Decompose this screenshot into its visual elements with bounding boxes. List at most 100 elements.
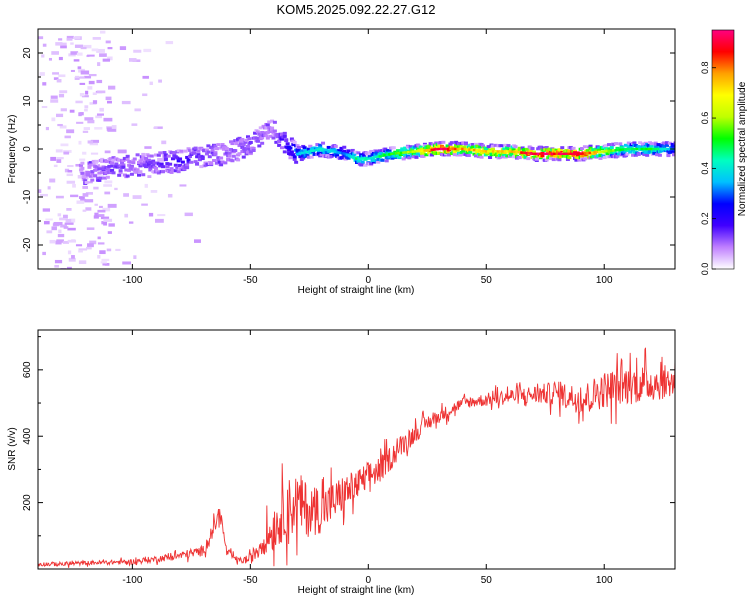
heatmap-noise-cell — [133, 49, 142, 53]
heatmap-cell — [597, 148, 602, 152]
heatmap-cell — [398, 153, 403, 157]
heatmap-ridge-cell — [546, 152, 550, 155]
heatmap-cell — [139, 162, 144, 166]
heatmap-ridge-cell — [609, 149, 614, 152]
heatmap-noise-cell — [144, 183, 148, 188]
heatmap-cell — [500, 155, 505, 159]
heatmap-cell — [517, 156, 522, 160]
heatmap-cell — [655, 145, 660, 149]
heatmap-ridge-cell — [312, 149, 317, 152]
heatmap-noise-cell — [96, 79, 103, 84]
x-tick-label: -50 — [243, 275, 258, 286]
heatmap-cell — [551, 158, 556, 162]
heatmap-cell — [118, 164, 123, 168]
heatmap-ridge-cell — [409, 150, 413, 154]
heatmap-ridge-cell — [513, 150, 517, 154]
heatmap-ridge-cell — [562, 152, 567, 155]
heatmap-noise-cell — [97, 214, 105, 218]
heatmap-cell — [144, 158, 149, 162]
heatmap-cell — [512, 155, 517, 159]
heatmap-noise-cell — [83, 75, 92, 79]
heatmap-cell — [407, 156, 412, 160]
heatmap-noise-cell — [131, 123, 138, 126]
heatmap-noise-cell — [96, 90, 106, 94]
heatmap-cell — [628, 150, 633, 154]
heatmap-ridge-cell — [444, 147, 449, 151]
heatmap-cell — [118, 171, 123, 175]
heatmap-cell — [146, 158, 151, 162]
heatmap-cell — [162, 151, 167, 155]
heatmap-noise-cell — [50, 156, 57, 161]
spectrogram-marks — [38, 30, 675, 269]
heatmap-noise-cell — [90, 152, 99, 155]
heatmap-cell — [80, 166, 85, 170]
heatmap-cell — [371, 160, 376, 164]
heatmap-noise-cell — [84, 117, 94, 121]
heatmap-cell — [165, 162, 170, 166]
x-tick-label: -50 — [243, 575, 258, 586]
heatmap-noise-cell — [102, 58, 111, 62]
heatmap-noise-cell — [66, 180, 76, 184]
heatmap-noise-cell — [96, 113, 104, 116]
heatmap-cell — [288, 152, 293, 156]
heatmap-cell — [345, 151, 350, 155]
figure-title: KOM5.2025.092.22.27.G12 — [276, 2, 435, 17]
heatmap-cell — [421, 151, 426, 155]
heatmap-ridge-cell — [503, 150, 508, 153]
heatmap-cell — [369, 161, 374, 165]
heatmap-cell — [224, 147, 229, 151]
heatmap-cell — [219, 163, 224, 167]
heatmap-cell — [175, 156, 180, 160]
heatmap-cell — [138, 164, 143, 168]
heatmap-cell — [185, 166, 190, 170]
heatmap-cell — [212, 159, 217, 163]
heatmap-cell — [204, 152, 209, 156]
heatmap-ridge-cell — [347, 154, 352, 157]
heatmap-cell — [120, 161, 125, 165]
heatmap-ridge-cell — [529, 152, 534, 155]
heatmap-cell — [646, 143, 651, 147]
heatmap-ridge-cell — [303, 151, 307, 154]
heatmap-noise-cell — [106, 127, 116, 131]
heatmap-cell — [458, 153, 463, 157]
heatmap-noise-cell — [66, 129, 75, 134]
heatmap-ridge-cell — [357, 157, 361, 160]
heatmap-cell — [340, 155, 345, 159]
heatmap-cell — [345, 155, 350, 159]
heatmap-ridge-cell — [661, 147, 666, 151]
heatmap-noise-cell — [153, 126, 158, 129]
heatmap-cell — [142, 163, 147, 167]
heatmap-noise-cell — [72, 183, 76, 188]
heatmap-cell — [667, 141, 672, 145]
heatmap-cell — [438, 141, 443, 145]
heatmap-cell — [135, 168, 140, 172]
heatmap-noise-cell — [39, 193, 48, 197]
heatmap-cell — [497, 155, 502, 159]
heatmap-noise-cell — [86, 181, 93, 184]
heatmap-cell — [282, 134, 287, 138]
heatmap-noise-cell — [60, 45, 67, 49]
heatmap-cell — [645, 149, 650, 153]
heatmap-noise-cell — [47, 186, 51, 190]
heatmap-cell — [204, 148, 209, 152]
heatmap-ridge-cell — [404, 151, 409, 154]
heatmap-cell — [531, 150, 536, 154]
heatmap-cell — [202, 149, 207, 153]
heatmap-ridge-cell — [314, 148, 319, 152]
heatmap-ridge-cell — [593, 151, 597, 154]
heatmap-cell — [342, 149, 347, 153]
heatmap-ridge-cell — [355, 157, 359, 160]
heatmap-cell — [255, 130, 260, 134]
heatmap-cell — [288, 156, 293, 160]
heatmap-noise-cell — [55, 42, 63, 46]
heatmap-cell — [144, 156, 149, 160]
heatmap-cell — [137, 161, 142, 165]
heatmap-cell — [284, 139, 289, 143]
heatmap-cell — [258, 126, 263, 130]
colorbar-gradient — [711, 29, 735, 270]
heatmap-cell — [614, 142, 619, 146]
heatmap-cell — [346, 156, 351, 160]
heatmap-cell — [88, 163, 93, 167]
heatmap-noise-cell — [107, 203, 117, 208]
heatmap-cell — [622, 150, 627, 154]
